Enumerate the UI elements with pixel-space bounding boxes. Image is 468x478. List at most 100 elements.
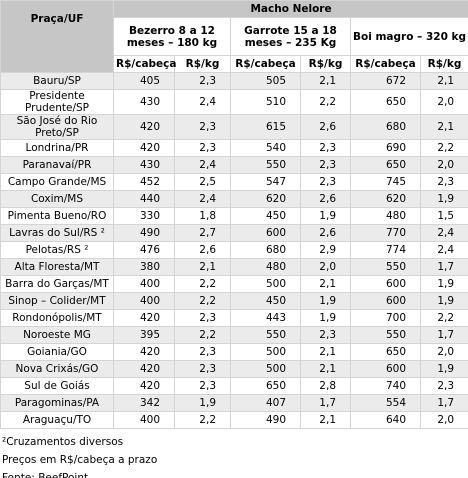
- footnote: ²Cruzamentos diversos: [2, 436, 124, 448]
- price-cell: 2,6: [300, 224, 351, 242]
- table-row: Noroeste MG 395 2,2 550 2,3 550 1,7: [0, 326, 468, 344]
- footnote: Fonte: BeefPoint: [2, 472, 89, 478]
- price-cell: 1,7: [419, 258, 468, 276]
- price-cell: 600: [350, 275, 421, 293]
- table-row: Lavras do Sul/RS ² 490 2,7 600 2,6 770 2,4: [0, 224, 468, 242]
- price-cell: 2,2: [419, 139, 468, 157]
- main-header: Macho Nelore: [112, 0, 468, 18]
- price-cell: 2,3: [174, 139, 231, 157]
- table-row: Araguaçu/TO 400 2,2 490 2,1 640 2,0: [0, 411, 468, 429]
- price-cell: 2,0: [419, 156, 468, 174]
- price-cell: 405: [113, 72, 175, 90]
- footnote: Preços em R$/cabeça a prazo: [2, 454, 158, 466]
- price-cell: 430: [113, 156, 175, 174]
- price-cell: 2,3: [300, 326, 351, 344]
- price-cell: 420: [113, 343, 175, 361]
- price-cell: 420: [113, 114, 175, 140]
- price-cell: 2,1: [300, 343, 351, 361]
- price-cell: 2,1: [174, 258, 231, 276]
- price-cell: 1,9: [419, 190, 468, 208]
- price-cell: 476: [113, 241, 175, 259]
- price-cell: 700: [350, 309, 421, 327]
- price-cell: 1,9: [419, 360, 468, 378]
- table-row: Pelotas/RS ² 476 2,6 680 2,9 774 2,4: [0, 241, 468, 259]
- footnotes: ²Cruzamentos diversos Preços em R$/cabeça…: [0, 433, 468, 478]
- price-cell: 2,5: [174, 173, 231, 191]
- price-cell: 554: [350, 394, 421, 412]
- price-cell: 420: [113, 360, 175, 378]
- table-row: Goiania/GO 420 2,3 500 2,1 650 2,0: [0, 343, 468, 361]
- price-cell: 443: [230, 309, 301, 327]
- group-header: Boi magro – 320 kg: [349, 17, 468, 56]
- price-cell: 2,4: [174, 190, 231, 208]
- unit-header: R$/cabeça: [350, 55, 421, 73]
- price-cell: 2,3: [174, 72, 231, 90]
- place-header: Praça/UF: [0, 0, 114, 73]
- price-cell: 2,1: [300, 411, 351, 429]
- price-cell: 330: [113, 207, 175, 225]
- price-cell: 2,0: [419, 89, 468, 115]
- place-cell: Presidente Prudente/SP: [0, 89, 114, 115]
- price-cell: 400: [113, 275, 175, 293]
- price-cell: 1,9: [300, 207, 351, 225]
- price-cell: 420: [113, 377, 175, 395]
- place-cell: Bauru/SP: [0, 72, 114, 90]
- price-cell: 480: [230, 258, 301, 276]
- price-cell: 430: [113, 89, 175, 115]
- place-cell: Araguaçu/TO: [0, 411, 114, 429]
- price-cell: 2,3: [174, 114, 231, 140]
- price-cell: 620: [230, 190, 301, 208]
- price-cell: 547: [230, 173, 301, 191]
- group-header: Bezerro 8 a 12 meses – 180 kg: [113, 17, 231, 56]
- price-cell: 2,4: [174, 156, 231, 174]
- price-cell: 400: [113, 292, 175, 310]
- price-cell: 2,4: [174, 89, 231, 115]
- price-cell: 1,7: [300, 394, 351, 412]
- price-cell: 2,9: [300, 241, 351, 259]
- price-cell: 2,3: [419, 173, 468, 191]
- place-cell: Sul de Goiás: [0, 377, 114, 395]
- place-cell: Pelotas/RS ²: [0, 241, 114, 259]
- price-cell: 1,8: [174, 207, 231, 225]
- price-cell: 550: [230, 156, 301, 174]
- price-cell: 395: [113, 326, 175, 344]
- price-cell: 2,3: [419, 377, 468, 395]
- price-cell: 452: [113, 173, 175, 191]
- price-cell: 2,3: [300, 173, 351, 191]
- place-cell: Lavras do Sul/RS ²: [0, 224, 114, 242]
- price-cell: 600: [350, 360, 421, 378]
- price-cell: 740: [350, 377, 421, 395]
- table-row: Paragominas/PA 342 1,9 407 1,7 554 1,7: [0, 394, 468, 412]
- price-cell: 1,9: [300, 309, 351, 327]
- table-row: Rondonópolis/MT 420 2,3 443 1,9 700 2,2: [0, 309, 468, 327]
- price-cell: 2,3: [174, 343, 231, 361]
- table-row: Alta Floresta/MT 380 2,1 480 2,0 550 1,7: [0, 258, 468, 276]
- price-cell: 2,1: [419, 72, 468, 90]
- place-cell: Goiania/GO: [0, 343, 114, 361]
- place-cell: Londrina/PR: [0, 139, 114, 157]
- price-cell: 650: [350, 156, 421, 174]
- place-cell: Paranavaí/PR: [0, 156, 114, 174]
- price-cell: 1,9: [419, 292, 468, 310]
- price-cell: 2,0: [300, 258, 351, 276]
- table-row: Sul de Goiás 420 2,3 650 2,8 740 2,3: [0, 377, 468, 395]
- price-cell: 540: [230, 139, 301, 157]
- price-cell: 745: [350, 173, 421, 191]
- place-cell: Pimenta Bueno/RO: [0, 207, 114, 225]
- price-cell: 2,0: [419, 343, 468, 361]
- price-cell: 490: [113, 224, 175, 242]
- price-cell: 770: [350, 224, 421, 242]
- place-cell: São José do Rio Preto/SP: [0, 114, 114, 140]
- price-cell: 640: [350, 411, 421, 429]
- table-row: Sinop – Colider/MT 400 2,2 450 1,9 600 1,9: [0, 292, 468, 310]
- price-cell: 420: [113, 139, 175, 157]
- price-cell: 2,3: [300, 156, 351, 174]
- price-cell: 2,8: [300, 377, 351, 395]
- place-cell: Sinop – Colider/MT: [0, 292, 114, 310]
- price-cell: 500: [230, 343, 301, 361]
- price-cell: 2,2: [419, 309, 468, 327]
- table-row: Paranavaí/PR 430 2,4 550 2,3 650 2,0: [0, 156, 468, 174]
- price-cell: 690: [350, 139, 421, 157]
- table-row: Londrina/PR 420 2,3 540 2,3 690 2,2: [0, 139, 468, 157]
- unit-header: R$/kg: [174, 55, 231, 73]
